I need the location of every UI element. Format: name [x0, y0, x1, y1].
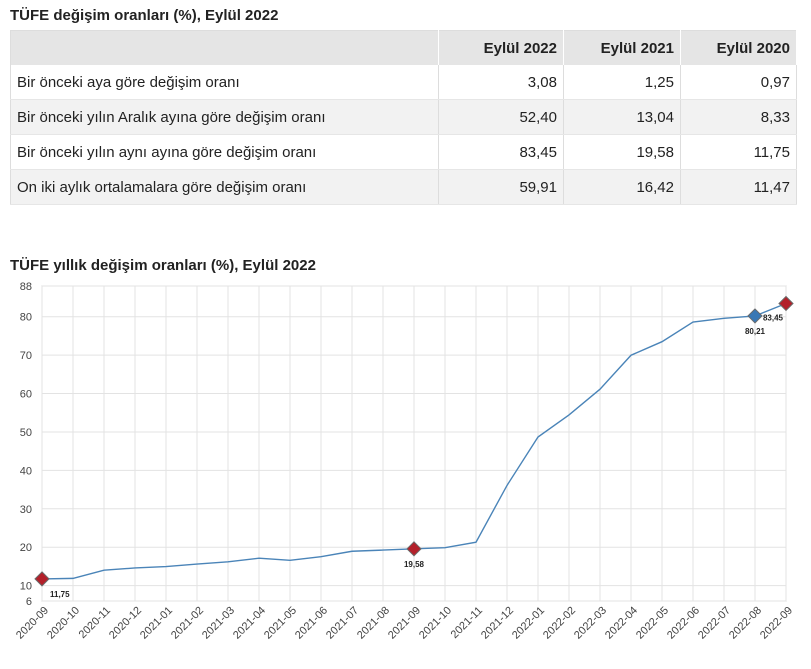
x-tick-label: 2022-09 — [758, 605, 795, 642]
y-tick-label: 6 — [26, 596, 32, 608]
x-tick-label: 2020-09 — [14, 605, 51, 642]
cell-value: 8,33 — [680, 99, 797, 135]
cell-value: 16,42 — [563, 169, 681, 205]
x-tick-label: 2022-05 — [634, 605, 671, 642]
x-tick-label: 2022-02 — [541, 605, 578, 642]
data-point-marker — [747, 308, 763, 324]
x-tick-label: 2022-08 — [727, 605, 764, 642]
row-label: Bir önceki aya göre değişim oranı — [10, 65, 439, 100]
x-tick-label: 2021-10 — [417, 605, 454, 642]
x-tick-label: 2022-01 — [510, 605, 547, 642]
y-tick-label: 50 — [20, 427, 32, 439]
table-row: On iki aylık ortalamalara göre değişim o… — [10, 169, 797, 205]
y-tick-label: 88 — [20, 281, 32, 293]
y-tick-label: 10 — [20, 581, 32, 593]
x-tick-label: 2022-04 — [603, 605, 640, 642]
x-tick-label: 2021-02 — [169, 605, 206, 642]
cell-value: 59,91 — [438, 169, 564, 205]
x-tick-label: 2020-11 — [77, 605, 113, 641]
x-tick-label: 2020-10 — [45, 605, 82, 642]
data-label: 11,75 — [50, 590, 70, 599]
x-tick-label: 2021-09 — [386, 605, 423, 642]
row-label: Bir önceki yılın Aralık ayına göre değiş… — [10, 99, 439, 135]
x-tick-label: 2021-08 — [355, 605, 392, 642]
data-label: 83,45 — [763, 313, 784, 322]
x-tick-label: 2021-11 — [449, 605, 485, 641]
x-tick-label: 2022-03 — [572, 605, 609, 642]
cell-value: 11,47 — [680, 169, 797, 205]
table-row: Bir önceki yılın aynı ayına göre değişim… — [10, 134, 797, 170]
y-tick-label: 70 — [20, 350, 32, 362]
data-point-marker — [778, 295, 794, 312]
cpi-change-table: Eylül 2022 Eylül 2021 Eylül 2020 Bir önc… — [10, 30, 797, 205]
cell-value: 11,75 — [680, 134, 797, 170]
y-tick-label: 20 — [20, 542, 32, 554]
y-tick-label: 60 — [20, 389, 32, 401]
x-tick-label: 2021-05 — [262, 605, 299, 642]
header-cell-label — [10, 30, 439, 65]
x-tick-label: 2021-07 — [324, 605, 361, 642]
x-tick-label: 2021-04 — [231, 605, 268, 642]
row-label: On iki aylık ortalamalara göre değişim o… — [10, 169, 439, 205]
header-cell-2020: Eylül 2020 — [680, 30, 797, 65]
chart-title: TÜFE yıllık değişim oranları (%), Eylül … — [10, 257, 316, 274]
x-tick-label: 2022-07 — [696, 605, 733, 642]
cell-value: 1,25 — [563, 65, 681, 100]
table-row: Bir önceki aya göre değişim oranı 3,08 1… — [10, 65, 797, 100]
table-title: TÜFE değişim oranları (%), Eylül 2022 — [10, 7, 279, 24]
cell-value: 83,45 — [438, 134, 564, 170]
y-tick-label: 80 — [20, 312, 32, 324]
x-tick-label: 2022-06 — [665, 605, 702, 642]
cell-value: 52,40 — [438, 99, 564, 135]
data-point-marker — [34, 571, 50, 587]
row-label: Bir önceki yılın aynı ayına göre değişim… — [10, 134, 439, 170]
data-label: 80,21 — [745, 327, 766, 336]
header-cell-2022: Eylül 2022 — [438, 30, 564, 65]
x-tick-label: 2021-06 — [293, 605, 330, 642]
table-header-row: Eylül 2022 Eylül 2021 Eylül 2020 — [10, 30, 797, 65]
cell-value: 0,97 — [680, 65, 797, 100]
table-row: Bir önceki yılın Aralık ayına göre değiş… — [10, 99, 797, 135]
y-tick-label: 40 — [20, 465, 32, 477]
cell-value: 19,58 — [563, 134, 681, 170]
x-tick-label: 2021-12 — [479, 605, 516, 642]
cpi-annual-line-chart: 6 10 20 30 40 50 60 70 80 88 2020-092020-102020-11… — [14, 281, 795, 642]
y-tick-label: 30 — [20, 504, 32, 516]
cell-value: 3,08 — [438, 65, 564, 100]
data-label: 19,58 — [404, 560, 425, 569]
x-tick-label: 2021-01 — [138, 605, 175, 642]
x-tick-label: 2020-12 — [107, 605, 144, 642]
header-cell-2021: Eylül 2021 — [563, 30, 681, 65]
x-tick-label: 2021-03 — [200, 605, 237, 642]
cell-value: 13,04 — [563, 99, 681, 135]
data-point-marker — [406, 541, 422, 557]
